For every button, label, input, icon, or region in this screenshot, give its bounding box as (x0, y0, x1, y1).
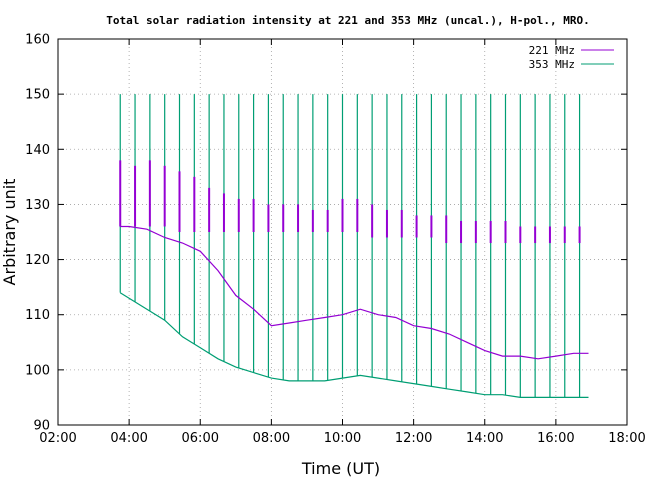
y-tick-label: 120 (25, 253, 50, 268)
x-tick-label: 08:00 (253, 431, 290, 446)
legend-label-353: 353 MHz (529, 58, 575, 71)
x-axis-label: Time (UT) (301, 459, 380, 478)
chart-title: Total solar radiation intensity at 221 a… (106, 14, 589, 27)
legend-label-221: 221 MHz (529, 44, 575, 57)
x-tick-label: 12:00 (395, 431, 432, 446)
y-tick-label: 90 (33, 419, 50, 434)
x-tick-label: 18:00 (608, 431, 645, 446)
y-tick-label: 110 (25, 308, 50, 323)
x-tick-label: 10:00 (324, 431, 361, 446)
series-line-353 (119, 292, 589, 398)
y-tick-label: 160 (25, 33, 50, 48)
x-tick-label: 04:00 (110, 431, 147, 446)
x-tick-label: 02:00 (39, 431, 76, 446)
x-tick-label: 16:00 (537, 431, 574, 446)
y-axis-label: Arbitrary unit (0, 179, 19, 286)
series-layer (119, 94, 589, 398)
legend: 221 MHz 353 MHz (529, 44, 614, 71)
y-tick-label: 100 (25, 363, 50, 378)
y-tick-label: 150 (25, 88, 50, 103)
ticks: 90 100 110 120 130 140 150 160 02:00 04:00 06:00 08… (25, 33, 646, 447)
x-tick-label: 06:00 (182, 431, 219, 446)
y-tick-label: 130 (25, 198, 50, 213)
series-line-221 (120, 225, 589, 360)
x-tick-label: 14:00 (466, 431, 503, 446)
y-tick-label: 140 (25, 143, 50, 158)
